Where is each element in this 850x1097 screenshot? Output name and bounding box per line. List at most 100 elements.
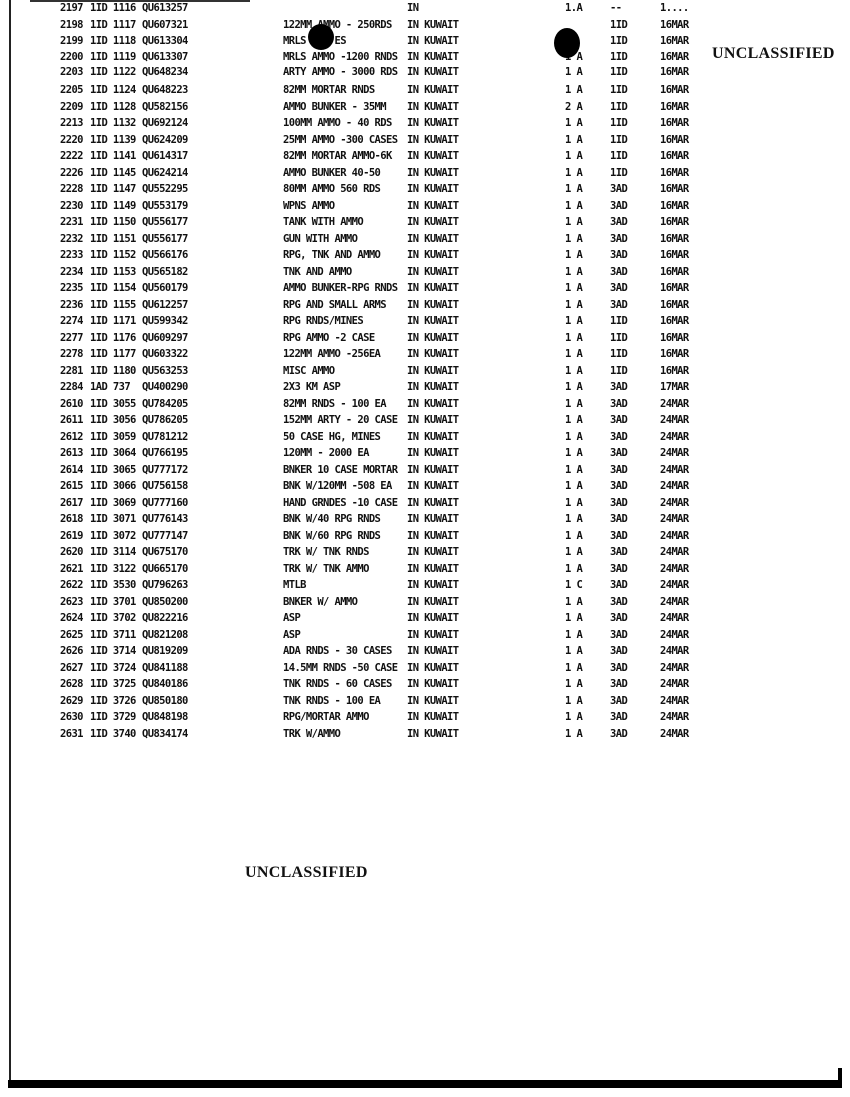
cell-unit2: 1ID [610, 315, 628, 327]
cell-desc: ARTY AMMO - 3000 RDS [283, 66, 398, 78]
scan-left-edge [9, 0, 11, 1088]
cell-desc: MRLS AMMO -1200 RNDS [283, 51, 398, 63]
cell-grid: QU777160 [142, 496, 188, 509]
table-row: 2614 1ID 3065 QU777172 BNKER 10 CASE MORTAR… [0, 463, 720, 477]
cell-qty: 1 A [565, 183, 583, 195]
cell-date: 24MAR [660, 546, 689, 558]
cell-loc: IN KUWAIT [407, 117, 459, 129]
cell-num: 2231 [60, 216, 83, 228]
cell-qty: 1 A [565, 628, 583, 641]
cell-desc: TRK W/ TNK AMMO [283, 562, 369, 575]
cell-loc: IN KUWAIT [407, 51, 459, 63]
cell-num: 2205 [60, 84, 83, 96]
cell-date: 24MAR [660, 397, 689, 410]
table-row: 2621 1ID 3122 QU665170 TRK W/ TNK AMMO IN KU… [0, 562, 720, 576]
cell-date: 16MAR [660, 66, 689, 78]
cell-qty: 1 A [565, 381, 583, 393]
cell-grid: QU599342 [142, 315, 188, 327]
cell-date: 16MAR [660, 199, 689, 212]
cell-desc: 82MM MORTAR AMMO-6K [283, 150, 392, 162]
cell-qty: 1 A [565, 397, 583, 410]
cell-loc: IN KUWAIT [407, 496, 459, 509]
cell-qty: 1 A [565, 661, 583, 674]
cell-desc: 82MM MORTAR RNDS [283, 84, 375, 96]
cell-qty: 1 A [565, 414, 583, 426]
cell-num: 2613 [60, 447, 83, 459]
cell-unit: 1ID 3069 [90, 496, 136, 509]
cell-num: 2615 [60, 480, 83, 492]
cell-loc: IN KUWAIT [407, 216, 459, 228]
cell-date: 16MAR [660, 117, 689, 129]
cell-desc: 80MM AMMO 560 RDS [283, 183, 381, 195]
cell-unit: 1ID 1117 [90, 19, 136, 31]
cell-date: 16MAR [660, 183, 689, 195]
table-row: 2197 1ID 1116 QU613257 IN 1.A -- 1.... [0, 1, 720, 15]
cell-qty: 1 A [565, 298, 583, 311]
cell-unit: 1ID 3711 [90, 628, 136, 641]
cell-qty: 1 A [565, 166, 583, 179]
cell-num: 2274 [60, 315, 83, 327]
table-row: 2615 1ID 3066 QU756158 BNK W/120MM -508 EA I… [0, 479, 720, 493]
cell-grid: QU624209 [142, 133, 188, 146]
cell-date: 1.... [660, 2, 689, 14]
cell-date: 16MAR [660, 35, 689, 47]
cell-loc: IN KUWAIT [407, 529, 459, 542]
cell-grid: QU675170 [142, 546, 188, 558]
cell-qty: 1 A [565, 562, 583, 575]
cell-grid: QU613257 [142, 2, 188, 14]
cell-qty: 1 A [565, 496, 583, 509]
cell-unit: 1ID 1132 [90, 117, 136, 129]
cell-unit: 1ID 3056 [90, 414, 136, 426]
cell-num: 2626 [60, 645, 83, 657]
table-row: 2622 1ID 3530 QU796263 MTLB IN KUWAIT 1 C 3AD 2… [0, 578, 720, 592]
cell-num: 2200 [60, 51, 83, 63]
cell-unit: 1ID 1171 [90, 315, 136, 327]
cell-num: 2624 [60, 612, 83, 624]
table-row: 2233 1ID 1152 QU566176 RPG, TNK AND AMMO IN … [0, 248, 720, 262]
cell-desc: WPNS AMMO [283, 199, 335, 212]
cell-qty: 1 A [565, 612, 583, 624]
cell-qty: 1 A [565, 727, 583, 740]
cell-unit2: 3AD [610, 183, 628, 195]
cell-grid: QU796263 [142, 579, 188, 591]
cell-grid: QU850180 [142, 694, 188, 707]
cell-qty: 1 A [565, 694, 583, 707]
cell-desc: ASP [283, 628, 301, 641]
cell-unit2: 3AD [610, 513, 628, 525]
cell-grid: QU607321 [142, 19, 188, 31]
cell-loc: IN KUWAIT [407, 612, 459, 624]
cell-desc: 120MM - 2000 EA [283, 447, 369, 459]
cell-unit2: 3AD [610, 397, 628, 410]
cell-qty: 1 A [565, 546, 583, 558]
cell-date: 16MAR [660, 133, 689, 146]
table-row: 2220 1ID 1139 QU624209 25MM AMMO -300 CASES… [0, 133, 720, 147]
cell-loc: IN KUWAIT [407, 562, 459, 575]
cell-date: 16MAR [660, 19, 689, 31]
cell-desc: BNK W/40 RPG RNDS [283, 513, 381, 525]
cell-desc: AMMO BUNKER 40-50 [283, 166, 381, 179]
cell-num: 2277 [60, 331, 83, 344]
cell-qty: 1 A [565, 249, 583, 261]
cell-unit: 1ID 3702 [90, 612, 136, 624]
cell-grid: QU613307 [142, 51, 188, 63]
scan-corner-mark [838, 1068, 842, 1088]
cell-qty: 1 A [565, 595, 583, 608]
cell-unit2: 1ID [610, 84, 628, 96]
cell-grid: QU624214 [142, 166, 188, 179]
cell-grid: QU582156 [142, 100, 188, 113]
cell-qty: 1 A [565, 447, 583, 459]
cell-date: 24MAR [660, 727, 689, 740]
table-row: 2618 1ID 3071 QU776143 BNK W/40 RPG RNDS IN … [0, 512, 720, 526]
cell-unit2: -- [610, 2, 622, 14]
cell-unit2: 3AD [610, 496, 628, 509]
cell-desc: ASP [283, 612, 301, 624]
cell-unit: 1ID 3726 [90, 694, 136, 707]
cell-grid: QU552295 [142, 183, 188, 195]
cell-loc: IN KUWAIT [407, 595, 459, 608]
cell-desc: TANK WITH AMMO [283, 216, 364, 228]
cell-loc: IN KUWAIT [407, 183, 459, 195]
cell-grid: QU566176 [142, 249, 188, 261]
cell-num: 2278 [60, 348, 83, 360]
table-row: 2617 1ID 3069 QU777160 HAND GRNDES -10 CASE… [0, 496, 720, 510]
cell-loc: IN KUWAIT [407, 150, 459, 162]
